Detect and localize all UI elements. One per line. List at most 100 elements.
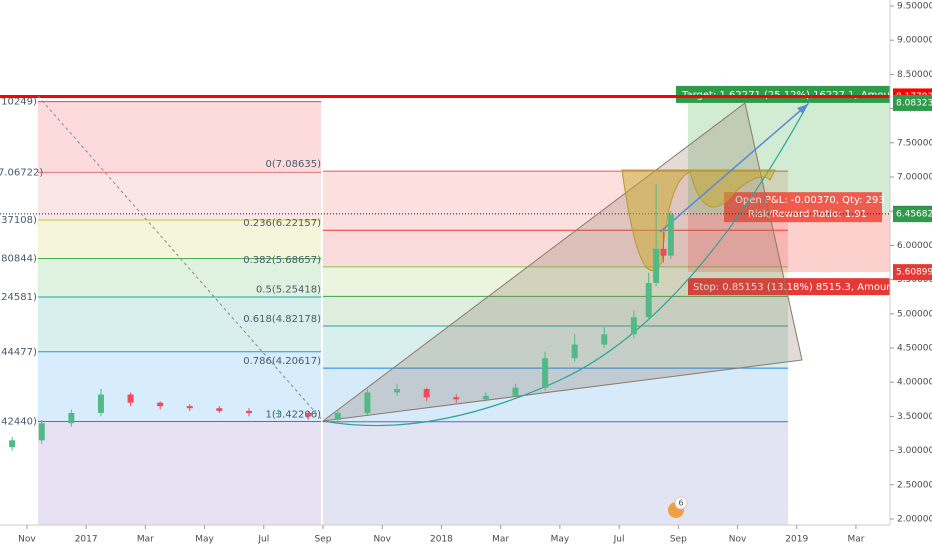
fib-label: 1(3.42206) <box>265 410 321 421</box>
fib-zone <box>323 296 788 326</box>
y-tick-label: 2.00000 <box>897 514 932 524</box>
x-tick-label: Nov <box>729 535 747 545</box>
pnl-text: Open P&L: -0.00370, Qty: 293 <box>735 195 885 206</box>
trend-line <box>37 95 324 422</box>
curve <box>322 99 811 427</box>
rr-text: Risk/Reward Ratio: 1.91 <box>748 209 867 220</box>
fib-zone <box>38 101 321 173</box>
y-tick-label: 4.00000 <box>897 378 932 388</box>
x-tick-label: Sep <box>670 535 687 545</box>
y-tick-label: 2.50000 <box>897 480 932 490</box>
fib-zone <box>38 296 321 352</box>
candle-body <box>394 389 401 393</box>
arrow-head <box>797 104 808 114</box>
price-badge-label: 6.45682 <box>896 210 932 220</box>
fib-label: 0.5(5.25418) <box>256 284 321 295</box>
fib-label: .42440) <box>0 417 37 428</box>
event-badge <box>674 496 688 510</box>
fib-zone <box>323 368 788 422</box>
candle-body <box>630 317 637 335</box>
candle-body <box>512 387 519 396</box>
candle-body <box>482 395 489 400</box>
wedge <box>321 102 803 422</box>
y-tick-label: 3.50000 <box>897 412 932 422</box>
x-tick-label: May <box>195 535 214 545</box>
y-tick-label: 9.00000 <box>897 36 932 46</box>
price-badge <box>893 206 932 223</box>
y-tick-label: 8.50000 <box>897 70 932 80</box>
price-badge <box>893 264 932 281</box>
candle-body <box>186 406 193 409</box>
candle-body <box>423 389 430 398</box>
drawings: .10249) 7.06722) .37108) .80844) .24581) .444… <box>0 85 909 525</box>
x-tick-label: May <box>551 535 570 545</box>
fib-zone <box>38 421 321 525</box>
candle-body <box>334 412 341 420</box>
x-tick-label: Nov <box>18 535 36 545</box>
candle-body <box>9 440 16 448</box>
fib-label: 0.618(4.82178) <box>243 314 321 325</box>
x-tick-label: Mar <box>137 535 154 545</box>
y-tick-label: 5.00000 <box>897 309 932 319</box>
price-badge <box>893 94 932 111</box>
candle-body <box>245 410 252 413</box>
candle-body <box>127 394 134 403</box>
y-tick-label: 4.50000 <box>897 343 932 353</box>
candle-body <box>601 334 608 345</box>
fib-zone <box>38 351 321 422</box>
price-badge-label: 8.08323 <box>896 98 932 108</box>
x-tick-label: Mar <box>492 535 509 545</box>
fib-label: .80844) <box>0 254 37 265</box>
stop-text: Stop: 0.85153 (13.18%) 8515.3, Amount: 7 <box>693 282 909 293</box>
candle-body <box>653 248 660 284</box>
y-tick-label: 7.50000 <box>897 138 932 148</box>
fib-zone <box>38 220 321 259</box>
axes: 2.00000 2.50000 3.00000 3.50000 4.00000 4.500… <box>18 2 932 545</box>
x-tick-label: 2017 <box>75 535 98 545</box>
candle-body <box>364 392 371 413</box>
fib-label: 0(7.08635) <box>265 159 321 170</box>
fib-zone <box>38 172 321 221</box>
candle-body <box>305 412 312 417</box>
x-tick-label: Jul <box>257 535 269 545</box>
price-badge-label: 5.60899 <box>896 268 932 278</box>
fib-zone <box>323 325 788 369</box>
x-tick-label: 2018 <box>430 535 453 545</box>
candle-body <box>645 283 652 318</box>
candle-body <box>216 408 223 411</box>
stop-zone <box>688 214 893 273</box>
y-tick-label: 3.00000 <box>897 446 932 456</box>
candle-body <box>68 412 75 424</box>
x-tick-label: Nov <box>373 535 391 545</box>
fib-label: 0.236(6.22157) <box>243 218 321 229</box>
candle-body <box>453 397 460 400</box>
candles <box>9 183 674 451</box>
x-tick-label: Mar <box>847 535 864 545</box>
candle-body <box>38 423 45 441</box>
event-count: 6 <box>678 499 683 508</box>
candle-body <box>157 402 164 407</box>
candle-body <box>660 248 667 256</box>
fib-label: .10249) <box>0 97 37 108</box>
time-axis <box>0 525 890 550</box>
x-tick-label: Jul <box>613 535 625 545</box>
y-tick-label: 9.50000 <box>897 2 932 12</box>
fib-label: .37108) <box>0 215 37 226</box>
arrow <box>659 103 809 233</box>
candle-body <box>571 344 578 359</box>
candle-body <box>542 358 549 388</box>
candle-body <box>667 214 674 256</box>
fib-label: 0.786(4.20617) <box>243 356 321 367</box>
y-tick-label: 6.00000 <box>897 241 932 251</box>
candle-body <box>97 394 104 413</box>
fib-label: 7.06722) <box>0 167 43 178</box>
target-box <box>676 85 890 103</box>
fib-label: .44477) <box>0 347 37 358</box>
fib-label: .24581) <box>0 292 37 303</box>
x-tick-label: Sep <box>315 535 332 545</box>
cup-shape <box>621 169 776 272</box>
x-tick-label: 2019 <box>785 535 808 545</box>
pnl-box <box>724 192 882 223</box>
